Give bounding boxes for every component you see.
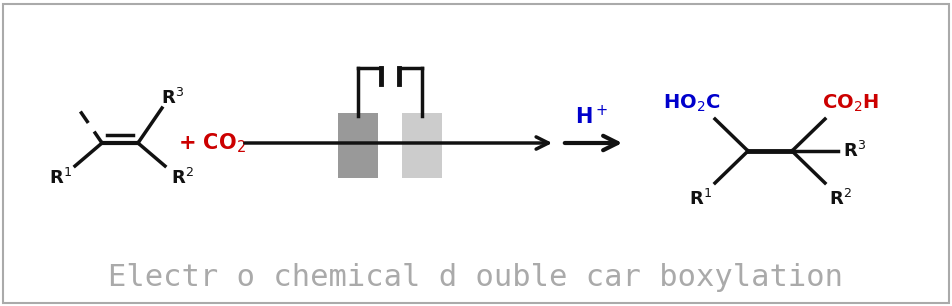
- Text: CO$_2$H: CO$_2$H: [821, 92, 878, 114]
- Text: R$^1$: R$^1$: [688, 189, 711, 209]
- Text: + CO$_2$: + CO$_2$: [178, 131, 246, 155]
- Bar: [402, 113, 442, 178]
- Bar: [338, 113, 378, 178]
- Text: R$^2$: R$^2$: [170, 168, 193, 188]
- Text: R$^3$: R$^3$: [842, 141, 864, 161]
- Text: R$^1$: R$^1$: [49, 168, 71, 188]
- Text: HO$_2$C: HO$_2$C: [663, 92, 720, 114]
- Text: R$^2$: R$^2$: [827, 189, 850, 209]
- Text: Electr o chemical d ouble car boxylation: Electr o chemical d ouble car boxylation: [109, 263, 843, 293]
- Text: H$^+$: H$^+$: [575, 104, 608, 128]
- Text: R$^3$: R$^3$: [160, 88, 184, 108]
